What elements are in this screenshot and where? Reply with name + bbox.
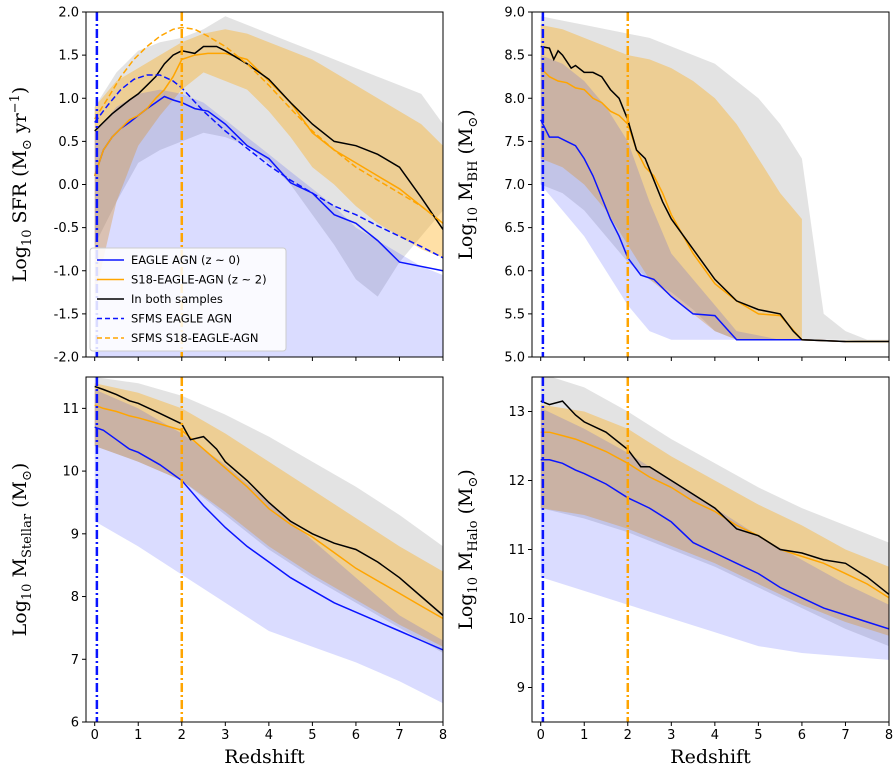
mhalo-ytick-label: 11 [508, 543, 525, 558]
sfr-ytick-label: -0.5 [54, 221, 79, 236]
mstar-xtick-label: 0 [91, 728, 99, 743]
mhalo-ytick-label: 13 [508, 405, 525, 420]
mbh-line-blue [540, 119, 846, 343]
mhalo-line-blue [540, 459, 889, 630]
mbh-ytick-label: 8.5 [504, 49, 525, 64]
mstar-line-orange [94, 404, 443, 620]
mbh-ytick-label: 9.0 [504, 6, 525, 21]
legend-box [89, 247, 287, 352]
mstar-ytick-label: 8 [71, 590, 79, 605]
mstar-axes-frame [85, 376, 444, 723]
sfr-ytick-label: 0.0 [58, 178, 79, 193]
mhalo-xtick-label: 7 [841, 728, 849, 743]
sfr-line-black [94, 45, 443, 230]
mstar-xtick-label: 4 [265, 728, 273, 743]
sfr-ytick-label: -2.0 [54, 351, 79, 366]
legend-label: S18-EAGLE-AGN (z ~ 2) [131, 273, 267, 287]
mstar-ytick-label: 10 [62, 465, 79, 480]
mstar-ytick-label: 7 [71, 653, 79, 668]
sfr-line-blue [93, 95, 443, 272]
mbh-ylabel: Log10 MBH (M⊙) [455, 109, 481, 259]
mbh-band-blue [540, 55, 846, 340]
mstar-plot-area [94, 377, 443, 722]
mbh-ytick-label: 5.5 [504, 307, 525, 322]
mhalo-plot-area [540, 377, 889, 722]
mhalo-xtick-label: 2 [624, 728, 632, 743]
mhalo-xtick-label: 8 [885, 728, 893, 743]
mstar-xtick-label: 7 [395, 728, 403, 743]
mstar-line-black [94, 385, 443, 616]
mhalo-line-orange [540, 431, 889, 599]
mhalo-xtick-label: 0 [537, 728, 545, 743]
mstellar-panel: 0 1 2 3 4 5 6 7 8 6 7 8 9 10 11 Redshift Log10 MStellar … [9, 376, 447, 768]
mhalo-ytick-label: 12 [508, 474, 525, 489]
mstar-xtick-label: 2 [178, 728, 186, 743]
mstar-ylabel: Log10 MStellar (M⊙) [9, 463, 35, 637]
sfr-ytick-label: 1.5 [58, 49, 79, 64]
sfr-band-orange [94, 29, 443, 297]
legend-label: SFMS EAGLE AGN [131, 312, 232, 326]
mbh-line-orange [540, 67, 889, 343]
mbh-panel: 5.0 5.5 6.0 6.5 7.0 7.5 8.0 8.5 9.0 Log10 MBH (M⊙… [455, 6, 890, 366]
sfr-ytick-label: 0.5 [58, 135, 79, 150]
mhalo-ytick-label: 9 [517, 681, 525, 696]
sfr-ytick-label: 1.0 [58, 92, 79, 107]
mhalo-ylabel: Log10 MHalo (M⊙) [455, 469, 481, 630]
mbh-ytick-label: 6.0 [504, 264, 525, 279]
mhalo-xtick-label: 5 [754, 728, 762, 743]
mhalo-xtick-label: 6 [798, 728, 806, 743]
mbh-ytick-label: 7.0 [504, 178, 525, 193]
mbh-ytick-label: 8.0 [504, 92, 525, 107]
sfr-ylabel: Log10 SFR (M⊙ yr−1) [8, 87, 35, 283]
sfr-ytick-label: 2.0 [58, 6, 79, 21]
sfr-ytick-label: -1.0 [54, 264, 79, 279]
legend-label: In both samples [131, 292, 223, 306]
mstar-ytick-label: 9 [71, 527, 79, 542]
mhalo-ytick-label: 10 [508, 612, 525, 627]
mbh-ytick-label: 5.0 [504, 351, 525, 366]
mhalo-xtick-label: 4 [711, 728, 719, 743]
mbh-plot-area [540, 12, 889, 357]
mbh-band-orange [540, 24, 802, 340]
mbh-ytick-label: 6.5 [504, 221, 525, 236]
legend-label: EAGLE AGN (z ~ 0) [131, 253, 240, 267]
mbh-line-black [540, 45, 889, 343]
mstar-xlabel: Redshift [224, 746, 305, 768]
mstar-line-blue [94, 426, 443, 651]
mstar-xtick-label: 8 [439, 728, 447, 743]
mstar-xtick-label: 6 [352, 728, 360, 743]
mstar-xtick-label: 1 [134, 728, 142, 743]
mstar-ytick-label: 11 [62, 402, 79, 417]
mhalo-xlabel: Redshift [670, 746, 751, 768]
legend-label: SFMS S18-EAGLE-AGN [131, 331, 258, 345]
mhalo-line-black [540, 400, 889, 595]
sfr-line-orange [93, 52, 443, 224]
mstar-xtick-label: 3 [221, 728, 229, 743]
mhalo-xtick-label: 1 [580, 728, 588, 743]
legend: EAGLE AGN (z ~ 0) S18-EAGLE-AGN (z ~ 2) In… [89, 247, 287, 352]
sfr-ytick-label: -1.5 [54, 307, 79, 322]
mbh-ytick-label: 7.5 [504, 135, 525, 150]
mstar-xtick-label: 5 [308, 728, 316, 743]
mstar-ytick-label: 6 [71, 716, 79, 731]
sfr-line-orange-sfms [94, 26, 443, 224]
mhalo-xtick-label: 3 [667, 728, 675, 743]
